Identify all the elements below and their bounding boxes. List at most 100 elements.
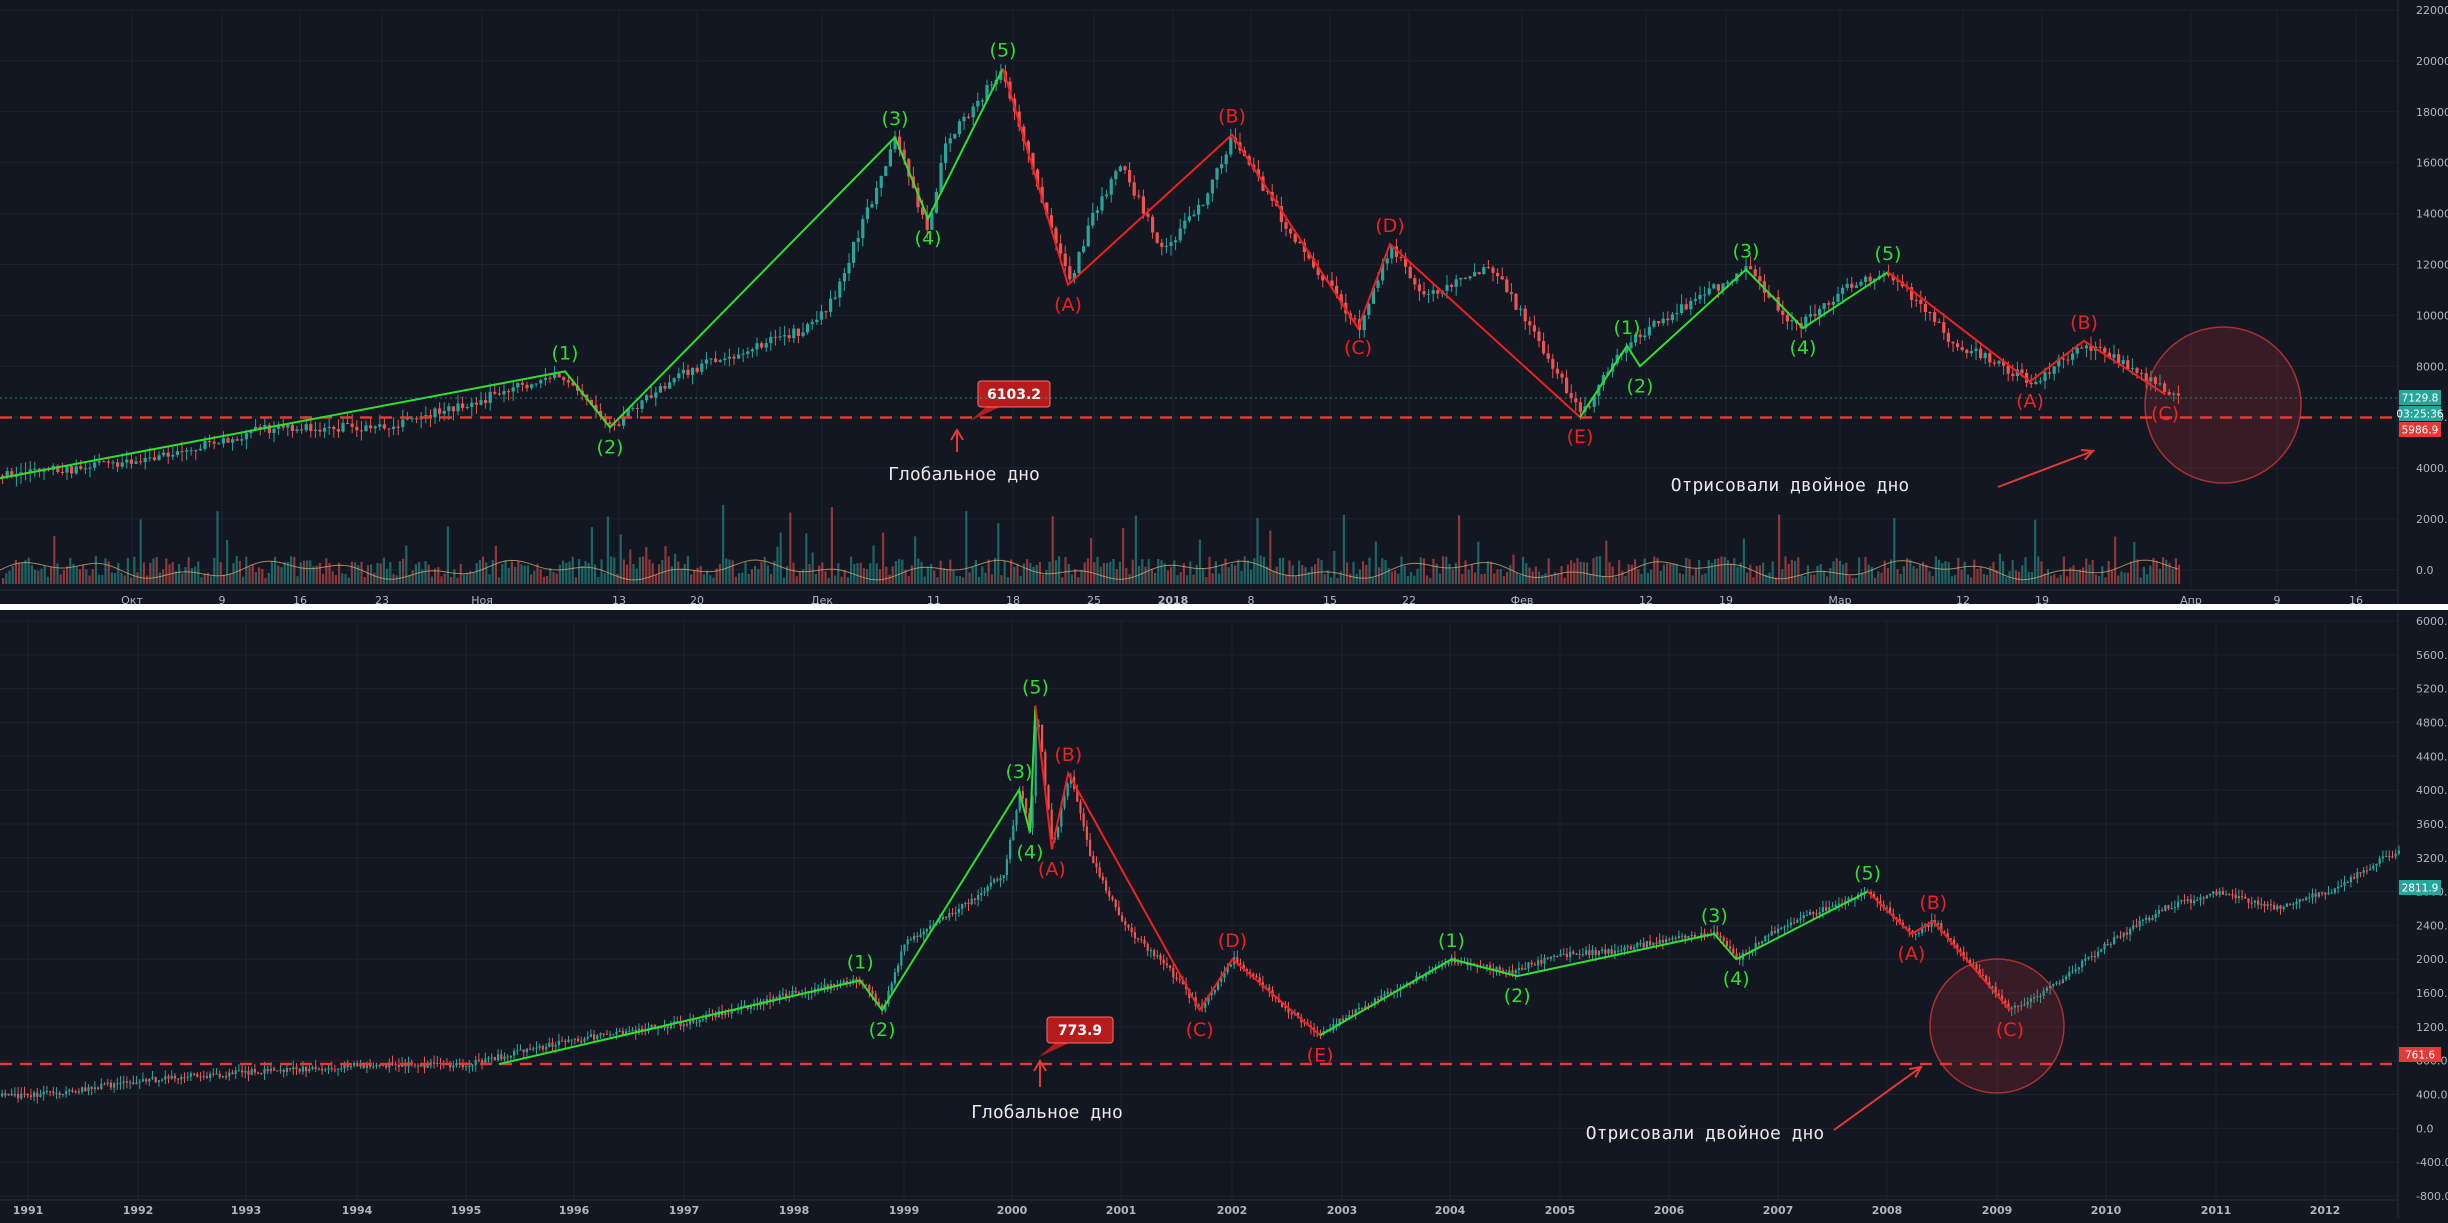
candle bbox=[39, 1094, 42, 1097]
candle bbox=[1089, 839, 1092, 856]
candle bbox=[2061, 979, 2064, 984]
volume-bar bbox=[1189, 561, 1192, 584]
volume-bar bbox=[1573, 562, 1576, 584]
wave-line-correction_1 bbox=[1002, 68, 1581, 418]
candle bbox=[1853, 899, 1856, 901]
volume-bar bbox=[632, 564, 635, 584]
candle bbox=[2057, 358, 2061, 367]
volume-bar bbox=[987, 559, 990, 584]
candle bbox=[355, 426, 359, 431]
candle bbox=[13, 1094, 16, 1096]
volume-bar bbox=[997, 523, 1000, 584]
candle bbox=[945, 916, 948, 918]
wave-label-correction_2: (B) bbox=[2070, 312, 2098, 334]
volume-bar bbox=[1170, 567, 1173, 584]
volume-bar bbox=[939, 560, 942, 584]
candle bbox=[58, 1092, 61, 1095]
x-tick-label: 2004 bbox=[1435, 1204, 1466, 1217]
annotation-arrow bbox=[1997, 450, 2094, 488]
candle bbox=[257, 1072, 260, 1074]
candle bbox=[1197, 204, 1201, 215]
candle bbox=[327, 426, 331, 428]
candle bbox=[2189, 899, 2192, 904]
wave-label-impulse_2: (2) bbox=[1504, 985, 1531, 1007]
volume-bar bbox=[1256, 518, 1259, 584]
volume-bar bbox=[891, 566, 894, 584]
candle bbox=[196, 1074, 199, 1077]
candle bbox=[164, 1076, 167, 1080]
volume-bar bbox=[1211, 573, 1214, 584]
volume-bar bbox=[1502, 576, 1505, 584]
volume-bar bbox=[2034, 519, 2037, 584]
x-tick-label: 16 bbox=[2349, 594, 2363, 607]
volume-bar bbox=[629, 549, 632, 584]
volume-bar bbox=[2114, 536, 2117, 584]
callout-box bbox=[1046, 1016, 1114, 1044]
volume-bar bbox=[293, 556, 296, 584]
candle bbox=[442, 410, 446, 414]
candle bbox=[183, 1077, 186, 1079]
panel-bitcoin[interactable]: 0.02000.04000.06000.08000.010000.012000.… bbox=[0, 0, 2448, 608]
volume-bar bbox=[1749, 564, 1752, 584]
candle bbox=[2001, 995, 2004, 1001]
volume-bar bbox=[472, 572, 475, 584]
candle bbox=[29, 1095, 32, 1097]
volume-bar bbox=[1416, 568, 1419, 584]
volume-bar bbox=[254, 572, 257, 584]
volume-bar bbox=[1691, 575, 1694, 584]
candle bbox=[350, 423, 354, 427]
candle bbox=[534, 383, 538, 385]
candle bbox=[755, 343, 759, 350]
x-tick-label: 15 bbox=[1323, 594, 1337, 607]
candle bbox=[1523, 308, 1527, 322]
volume-bar bbox=[1131, 559, 1134, 584]
candle bbox=[2375, 863, 2378, 866]
candle bbox=[1098, 867, 1101, 877]
candle bbox=[456, 403, 460, 412]
volume-bar bbox=[2082, 567, 2085, 584]
candle bbox=[1463, 277, 1467, 279]
candle bbox=[1574, 398, 1578, 403]
volume-bar bbox=[965, 511, 968, 584]
volume-bar bbox=[962, 577, 965, 584]
volume-bar bbox=[1659, 571, 1662, 584]
candle bbox=[2260, 903, 2263, 905]
candle bbox=[861, 219, 865, 239]
volume-bar bbox=[1576, 558, 1579, 584]
candle bbox=[2215, 891, 2218, 895]
candle bbox=[2119, 936, 2122, 938]
candle bbox=[2004, 1000, 2007, 1003]
candle bbox=[167, 1076, 170, 1079]
candle bbox=[877, 1001, 880, 1005]
volume-bar bbox=[1947, 562, 1950, 584]
candle bbox=[1639, 942, 1642, 944]
candle bbox=[1460, 962, 1463, 964]
candle bbox=[301, 1066, 304, 1072]
candle bbox=[1287, 1007, 1290, 1013]
candle bbox=[957, 908, 960, 913]
volume-bar bbox=[952, 570, 955, 584]
volume-bar bbox=[1022, 563, 1025, 584]
volume-bar bbox=[1682, 574, 1685, 584]
x-tick-label: 2011 bbox=[2201, 1204, 2232, 1217]
volume-bar bbox=[811, 552, 814, 584]
volume-bar bbox=[110, 572, 113, 584]
y-tick-label: 1200.0 bbox=[2416, 1021, 2448, 1034]
x-tick-label: 1994 bbox=[342, 1204, 373, 1217]
candle bbox=[2324, 892, 2327, 895]
candle bbox=[1111, 896, 1114, 900]
panel-nasdaq[interactable]: -800.0-400.00.0400.0800.01200.01600.0200… bbox=[0, 611, 2448, 1218]
volume-bar bbox=[344, 574, 347, 584]
candle bbox=[2116, 936, 2119, 938]
candle bbox=[461, 1064, 464, 1068]
candle bbox=[470, 402, 474, 407]
volume-bar bbox=[814, 573, 817, 584]
price-label: 5986.9 bbox=[2402, 425, 2439, 437]
volume-bar bbox=[75, 566, 78, 584]
candle bbox=[1818, 912, 1821, 915]
candle bbox=[1815, 913, 1818, 915]
candle bbox=[1908, 928, 1911, 931]
candle bbox=[1943, 931, 1946, 933]
volume-bar bbox=[1989, 566, 1992, 584]
